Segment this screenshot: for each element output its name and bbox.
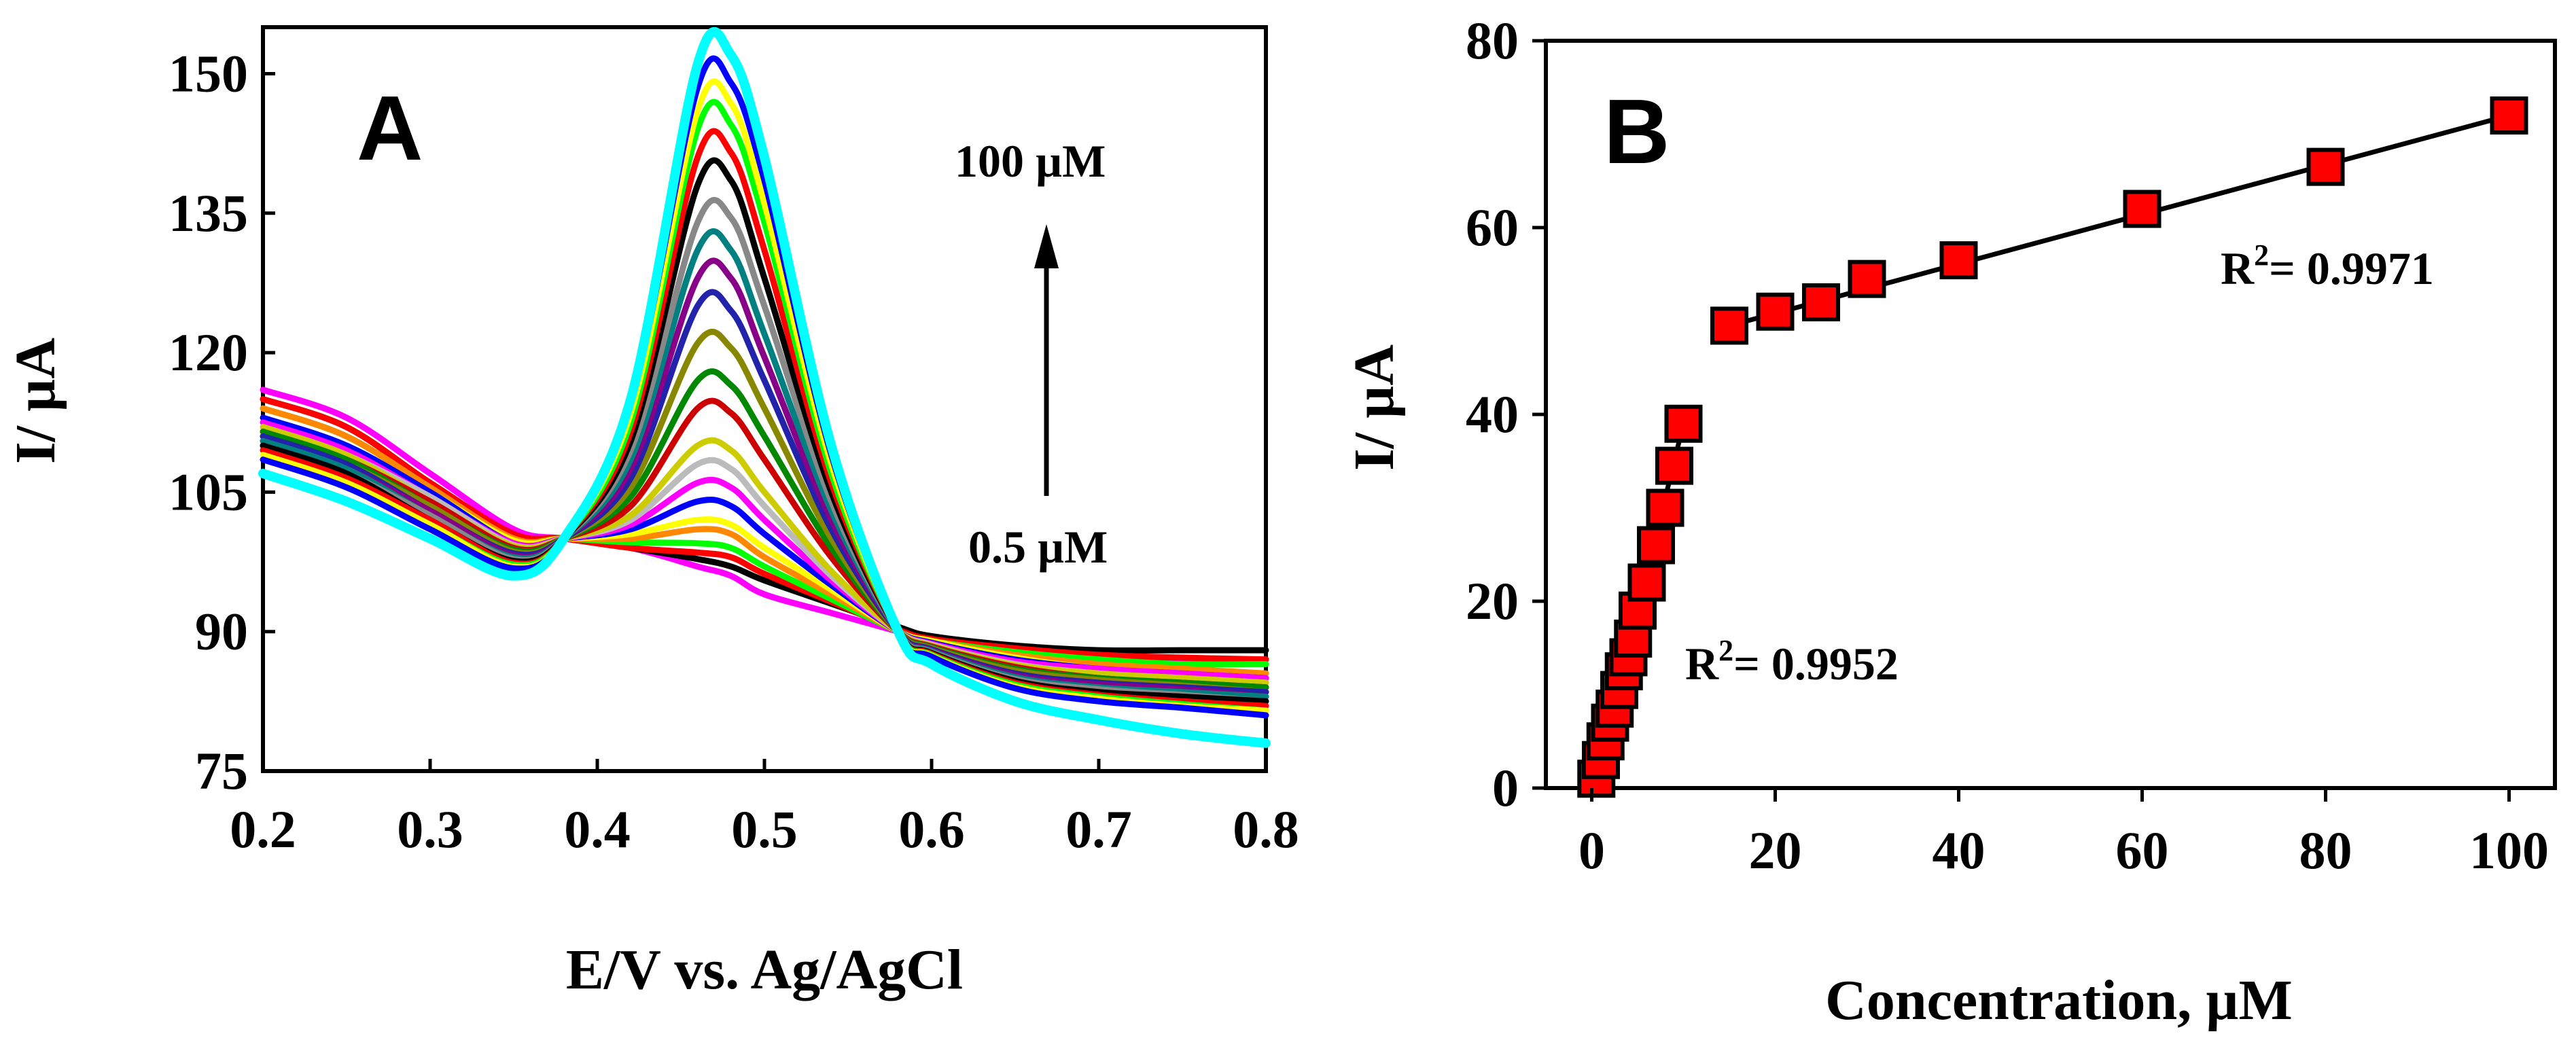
panel-b-point [1664, 404, 1703, 443]
panel-b-x-tick-label: 0 [1578, 821, 1605, 880]
panel-a-x-tick-label: 0.2 [230, 800, 296, 859]
panel-a-y-tick-label: 105 [169, 462, 248, 521]
panel-a-y-tick-label: 90 [195, 602, 248, 661]
panel-b-y-axis-title: I/ µA [1343, 344, 1406, 471]
panel-b-axes: 0 20 40 60 80 100 0 20 40 60 80 [1466, 11, 2549, 880]
panel-b-letter: B [1604, 80, 1670, 183]
panel-a-curve-22 [260, 55, 1269, 719]
panel-a-annotation-top: 100 µM [955, 135, 1106, 187]
panel-b-y-tick-label: 0 [1492, 758, 1519, 817]
panel-a-y-tick-label: 135 [169, 183, 248, 243]
panel-a-y-tick-label: 75 [195, 741, 248, 800]
panel-b-point [1756, 292, 1795, 331]
panel-a-x-tick-label: 0.4 [564, 800, 631, 859]
panel-b-x-tick-label: 60 [2116, 821, 2169, 880]
panel-a-x-tick-label: 0.6 [898, 800, 965, 859]
panel-b-x-tick-label: 20 [1749, 821, 1802, 880]
panel-b-plot-frame [1544, 39, 2557, 790]
panel-b-x-tick-label: 40 [1933, 821, 1986, 880]
panel-b-point [1848, 260, 1886, 298]
panel-a-x-tick-label: 0.7 [1065, 800, 1132, 859]
panel-b-point [2123, 190, 2162, 228]
panel-a-y-tick-label: 120 [169, 323, 248, 382]
panel-b-point [1802, 283, 1840, 321]
panel-a-letter: A [357, 77, 423, 179]
panel-b-y-tick-label: 40 [1466, 385, 1519, 444]
panel-b-point [2306, 147, 2345, 186]
panel-b-point [1939, 241, 1978, 280]
panel-a-y-axis-title: I/ µA [4, 338, 67, 464]
panel-a-x-tick-label: 0.8 [1233, 800, 1299, 859]
panel-b-x-tick-label: 80 [2299, 821, 2352, 880]
panel-b-point [2490, 96, 2528, 135]
panel-a-x-tick-label: 0.3 [397, 800, 463, 859]
panel-b-points [1577, 96, 2528, 798]
panel-b-r2-low: R2= 0.9952 [1685, 634, 1899, 690]
panel-b-point [1646, 488, 1684, 527]
panel-b-point [1637, 526, 1675, 565]
panel-a-curve-3 [260, 396, 1269, 663]
panel-a-annotation-bottom: 0.5 µM [968, 521, 1108, 573]
panel-a-y-tick-label: 150 [169, 43, 248, 103]
panel-b-x-axis-title: Concentration, µM [1825, 969, 2293, 1032]
panel-b-y-tick-label: 20 [1466, 571, 1519, 630]
panel-b-y-tick-label: 60 [1466, 198, 1519, 257]
panel-a-x-axis-title: E/V vs. Ag/AgCl [566, 938, 963, 1001]
panel-a-axes: 0.2 0.3 0.4 0.5 0.6 0.7 0.8 75 90 105 120 135 150 [169, 43, 1299, 859]
panel-b: 0 20 40 60 80 100 0 20 40 60 80 B R2= 0.9971 R2= 0… [1343, 11, 2557, 1032]
panel-b-point [1627, 563, 1666, 602]
panel-a-curve-23 [258, 26, 1271, 748]
panel-b-y-tick-label: 80 [1466, 11, 1519, 70]
panel-a-arrow [1034, 224, 1059, 496]
panel-b-r2-high: R2= 0.9971 [2221, 238, 2434, 294]
panel-a-curve-5 [260, 405, 1269, 677]
panel-a-curves [258, 26, 1271, 748]
panel-a-x-tick-label: 0.5 [731, 800, 798, 859]
panel-b-point [1710, 306, 1748, 345]
panel-b-point [1655, 446, 1693, 485]
panel-b-x-tick-label: 100 [2469, 821, 2549, 880]
